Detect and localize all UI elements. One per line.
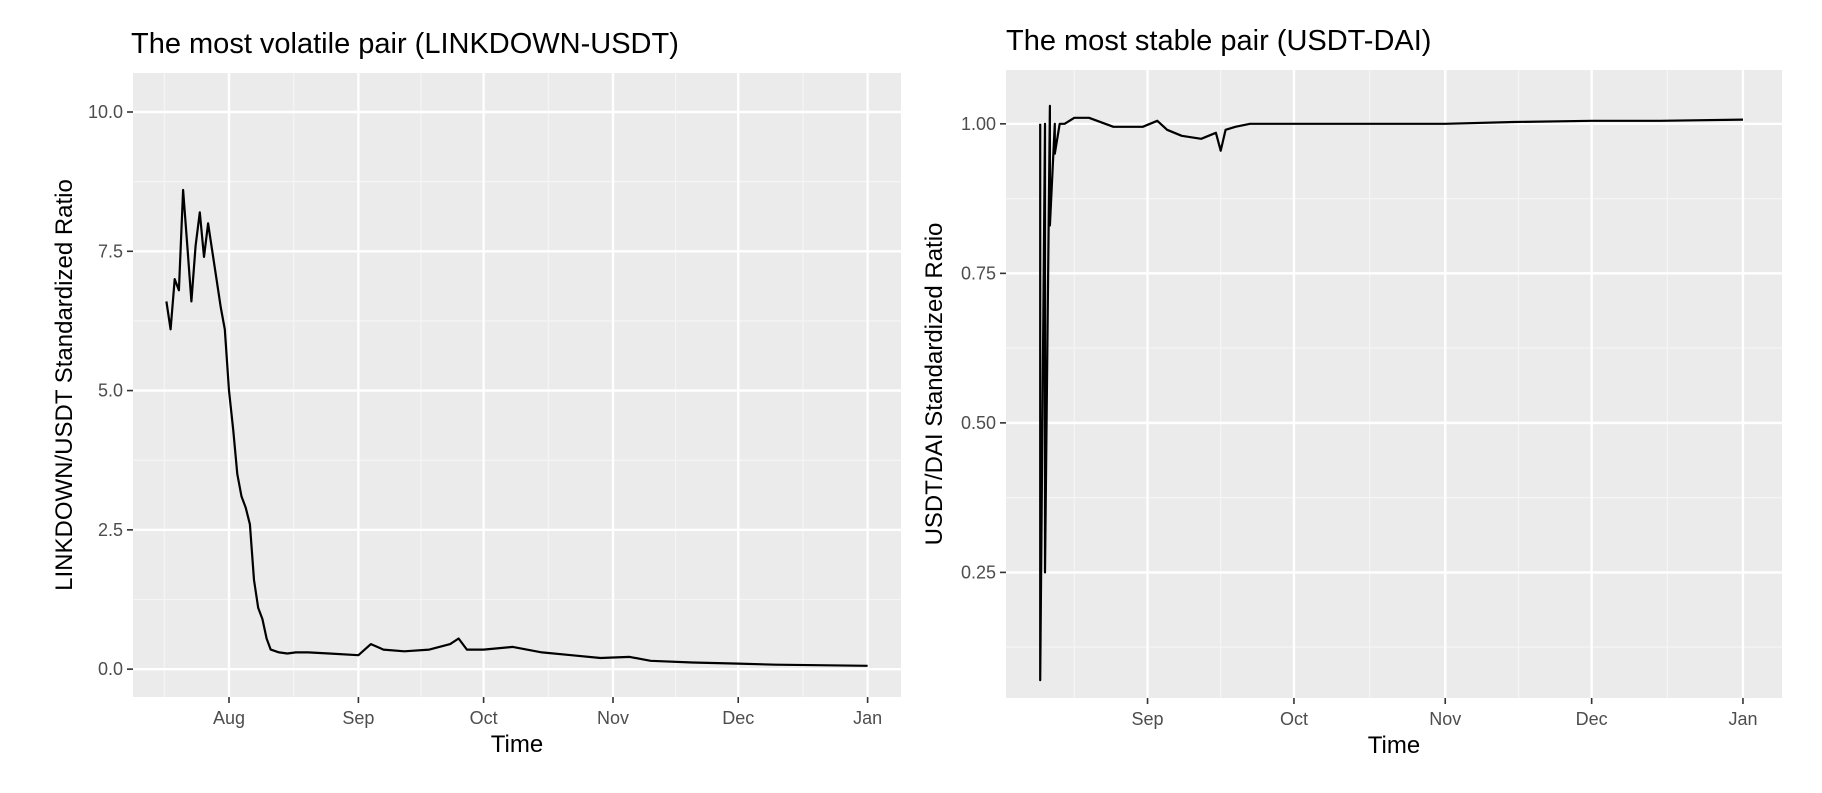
series-line-0 xyxy=(165,188,868,667)
axis-ticks: Sep Oct Nov Dec Jan 0.25 0.50 0.75 1.00 xyxy=(961,114,1758,729)
y-tick-label: 0.25 xyxy=(961,562,996,582)
series-line xyxy=(165,188,868,667)
y-tick-label: 5.0 xyxy=(98,381,123,401)
series-line-0 xyxy=(1039,104,1744,682)
x-tick-label: Sep xyxy=(1132,709,1164,729)
x-tick-label: Dec xyxy=(1576,709,1608,729)
grid-lines xyxy=(1006,70,1782,698)
y-tick-label: 7.5 xyxy=(98,241,123,261)
y-tick-label: 0.50 xyxy=(961,413,996,433)
plot-background xyxy=(1006,70,1782,698)
x-tick-label: Nov xyxy=(1429,709,1461,729)
x-axis-title: Time xyxy=(491,731,543,758)
y-tick-label: 0.0 xyxy=(98,659,123,679)
chart-title: The most volatile pair (LINKDOWN-USDT) xyxy=(131,28,679,60)
x-tick-label: Jan xyxy=(853,708,882,728)
x-tick-label: Sep xyxy=(342,708,374,728)
chart-left: Aug Sep Oct Nov Dec Jan 0.0 2.5 5.0 7.5 10.0 The m… xyxy=(51,28,901,758)
y-tick-label: 10.0 xyxy=(88,102,123,122)
y-tick-label: 1.00 xyxy=(961,114,996,134)
x-tick-label: Aug xyxy=(213,708,245,728)
chart-title: The most stable pair (USDT-DAI) xyxy=(1006,25,1431,57)
y-tick-label: 2.5 xyxy=(98,520,123,540)
series-line xyxy=(1039,104,1744,682)
chart-right: Sep Oct Nov Dec Jan 0.25 0.50 0.75 1.00 The most… xyxy=(921,25,1782,759)
y-axis-title: USDT/DAI Standardized Ratio xyxy=(921,223,948,546)
axis-ticks: Aug Sep Oct Nov Dec Jan 0.0 2.5 5.0 7.5 10.0 xyxy=(88,102,882,728)
y-tick-label: 0.75 xyxy=(961,263,996,283)
x-axis-title: Time xyxy=(1368,732,1420,759)
x-tick-label: Jan xyxy=(1728,709,1757,729)
x-tick-label: Oct xyxy=(470,708,498,728)
y-axis-title: LINKDOWN/USDT Standardized Ratio xyxy=(51,179,78,591)
x-tick-label: Dec xyxy=(722,708,754,728)
x-tick-label: Oct xyxy=(1280,709,1308,729)
x-tick-label: Nov xyxy=(597,708,629,728)
plot-background xyxy=(133,73,901,697)
